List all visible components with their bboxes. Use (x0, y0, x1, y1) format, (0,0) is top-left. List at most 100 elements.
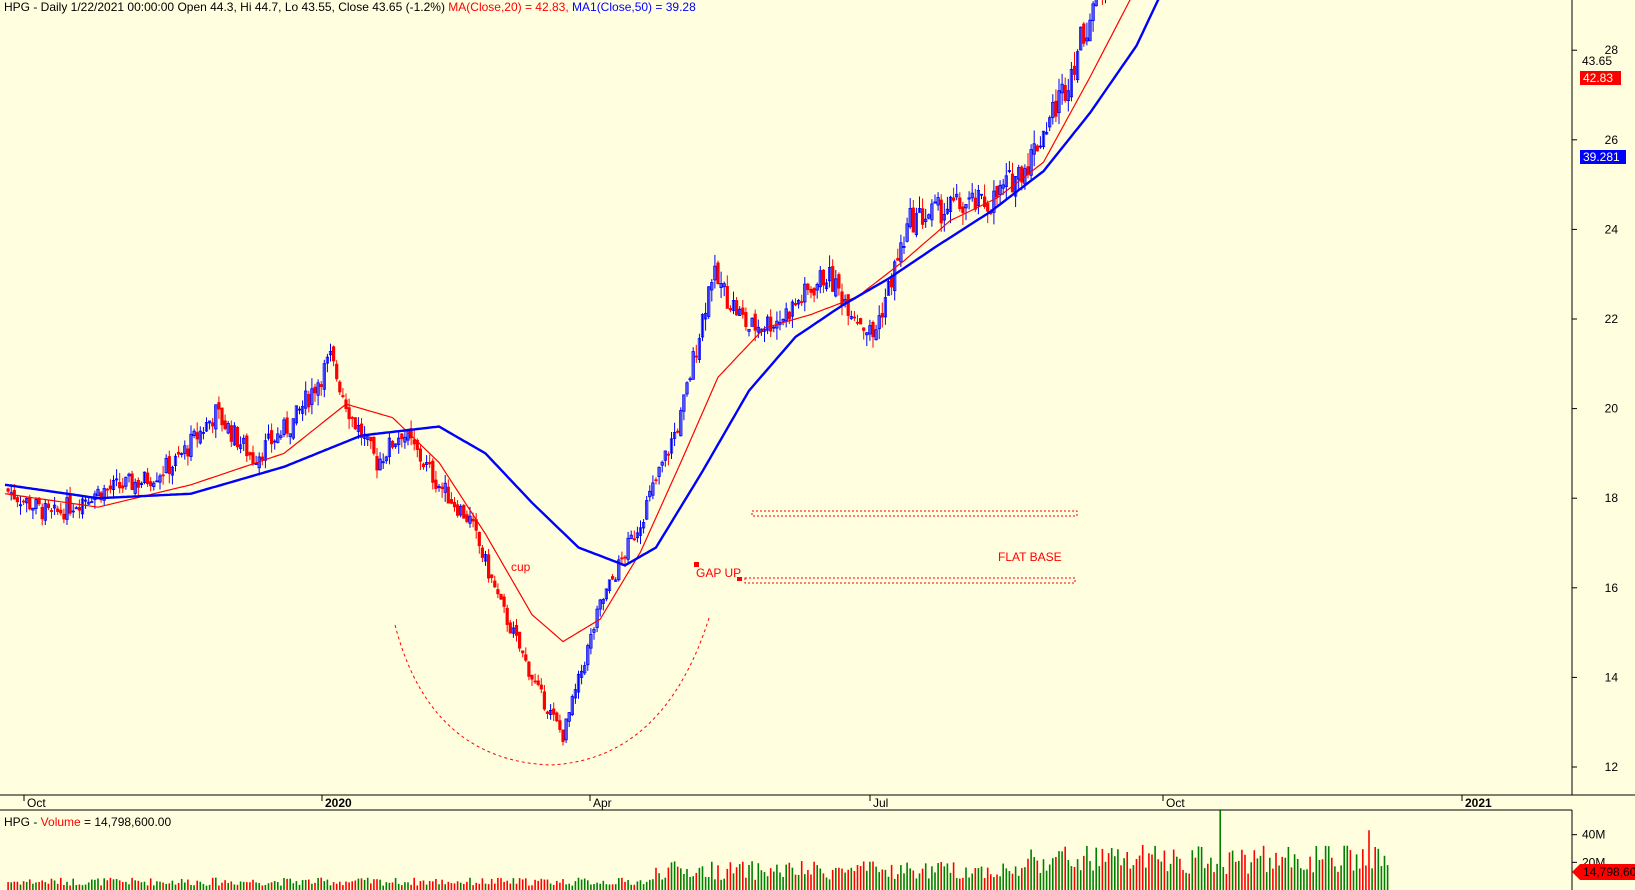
volume-header-suffix: = 14,798,600.00 (81, 815, 172, 829)
volume-bar (1244, 854, 1246, 890)
candle-body (784, 308, 788, 322)
candle-body (945, 208, 950, 214)
candle-body (834, 278, 838, 297)
volume-bar (1250, 862, 1252, 890)
candle-body (369, 436, 373, 442)
candle-body (1017, 167, 1021, 180)
volume-bar (81, 885, 84, 890)
candle-body (471, 518, 475, 522)
volume-bar (652, 879, 654, 890)
volume-bar (701, 866, 704, 890)
candle-body (304, 390, 308, 409)
volume-bar (1073, 866, 1076, 890)
volume-bar (153, 885, 155, 890)
candle-body (1048, 117, 1052, 128)
candle-body (1051, 101, 1055, 119)
volume-bar (605, 884, 608, 890)
volume-bar (658, 873, 660, 890)
volume-bar (1284, 857, 1287, 890)
candle-body (192, 430, 196, 437)
volume-bar (602, 880, 605, 890)
candle-body (518, 631, 522, 649)
candle-body (648, 490, 652, 498)
candle-body (452, 501, 457, 508)
volume-bar (587, 880, 589, 890)
volume-bar (735, 867, 738, 890)
volume-bar (766, 876, 769, 890)
candle-body (468, 515, 472, 524)
volume-bar (354, 880, 357, 890)
volume-bar (794, 874, 797, 890)
volume-bar (1228, 852, 1231, 890)
candle-body (431, 460, 435, 483)
volume-bar (162, 882, 164, 890)
candle-body (294, 405, 299, 424)
volume-bar (1005, 868, 1008, 890)
volume-bar (955, 878, 958, 890)
candle-body (269, 430, 274, 445)
volume-bar (1163, 850, 1166, 890)
volume-bar (835, 867, 837, 890)
volume-bar (791, 867, 794, 890)
volume-bar (376, 879, 378, 890)
volume-bar (326, 879, 329, 890)
volume-bar (295, 881, 298, 890)
candle-body (883, 297, 888, 318)
candle-body (1010, 173, 1015, 193)
volume-bar (1117, 849, 1119, 890)
candle-body (849, 316, 853, 319)
candle-body (347, 407, 351, 420)
volume-bar (103, 878, 105, 890)
candle-body (570, 696, 574, 716)
volume-bar (131, 877, 133, 890)
volume-bar (497, 877, 499, 890)
candle-body (127, 473, 131, 477)
volume-bar (1272, 868, 1274, 890)
candle-body (421, 463, 426, 468)
volume-bar (757, 863, 760, 890)
volume-bar (425, 884, 428, 890)
volume-bar (1293, 854, 1296, 890)
volume-bar (118, 880, 121, 890)
volume-bar (993, 877, 995, 890)
candle-body (905, 223, 909, 242)
volume-bar (580, 879, 583, 890)
candle-body (242, 437, 246, 444)
volume-bar (738, 864, 741, 890)
candle-body (214, 404, 218, 430)
volume-bar (726, 868, 729, 890)
volume-bar (224, 880, 226, 890)
volume-bar (574, 881, 577, 890)
volume-bar (583, 878, 586, 890)
candle-body (121, 485, 125, 489)
candle-body (142, 471, 147, 484)
candle-body (102, 488, 106, 501)
volume-bar (875, 866, 877, 890)
candle-body (998, 184, 1002, 195)
volume-bar (22, 881, 25, 890)
volume-bar (506, 880, 508, 890)
volume-bar (317, 877, 319, 890)
candle-body (821, 269, 826, 286)
volume-bar (1355, 854, 1358, 890)
volume-bar (35, 882, 37, 890)
volume-bar (1182, 870, 1184, 890)
candle-body (586, 645, 590, 666)
candle-body (688, 378, 692, 381)
volume-bar (490, 878, 493, 890)
volume-bar (230, 881, 233, 890)
volume-bar (401, 885, 403, 890)
volume-bar (1179, 858, 1181, 890)
candle-body (319, 384, 323, 387)
volume-bar (847, 869, 849, 890)
candle-body (105, 488, 109, 491)
ma50-line (4, 0, 1160, 567)
candle-body (1014, 176, 1018, 197)
volume-bar (1377, 848, 1380, 890)
ma50-value-text: 39.281 (1583, 150, 1620, 164)
volume-bar (782, 876, 784, 890)
candle-body (970, 192, 974, 199)
volume-bar (742, 861, 744, 890)
volume-bar (1343, 845, 1345, 890)
candle-body (1041, 130, 1046, 148)
